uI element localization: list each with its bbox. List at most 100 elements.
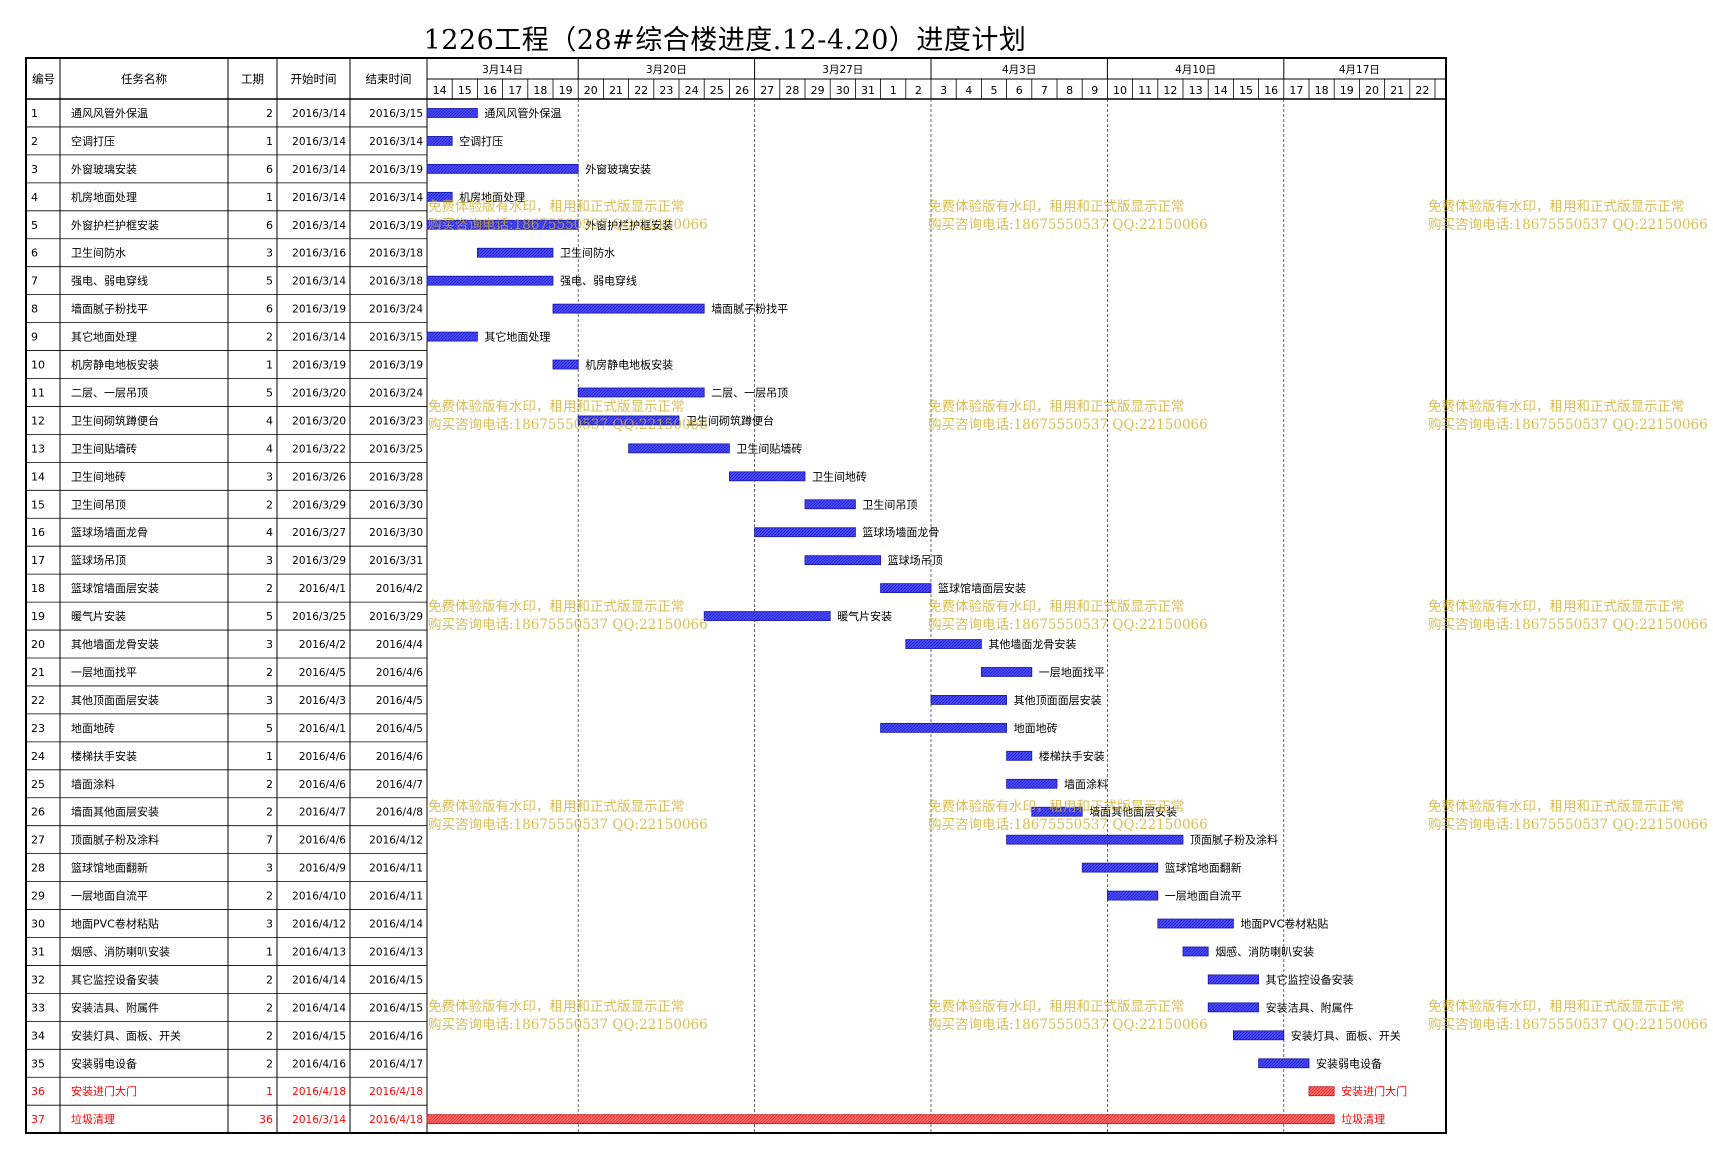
- task-id: 7: [31, 275, 38, 288]
- task-duration: 3: [266, 247, 273, 260]
- task-duration: 6: [266, 303, 273, 316]
- task-name: 墙面其他面层安装: [71, 805, 159, 819]
- day-label: 14: [1214, 84, 1228, 97]
- task-id: 32: [31, 973, 45, 986]
- task-row: 10 机房静电地板安装 1 2016/3/19 2016/3/19: [31, 358, 423, 372]
- day-label: 1: [890, 84, 897, 97]
- task-bar: [476, 247, 554, 258]
- task-id: 36: [31, 1085, 45, 1098]
- day-label: 4: [965, 84, 972, 97]
- watermark: 免费体验版有水印，租用和正式版显示正常 购买咨询电话:18675550537 QQ…: [1428, 398, 1708, 434]
- task-name: 篮球馆地面翻新: [71, 861, 148, 875]
- task-duration: 2: [266, 498, 273, 511]
- task-bar: [905, 639, 982, 649]
- task-row: 5 外窗护栏护框安装 6 2016/3/14 2016/3/19: [31, 218, 423, 232]
- task-name: 卫生间地砖: [71, 469, 126, 483]
- task-name: 外窗玻璃安装: [71, 162, 137, 176]
- task-duration: 5: [266, 275, 273, 288]
- column-header-name: 任务名称: [121, 72, 167, 86]
- task-bar: [1233, 1030, 1285, 1041]
- task-row: 31 烟感、消防喇叭安装 1 2016/4/13 2016/4/13: [31, 944, 423, 958]
- task-bar: [703, 611, 831, 621]
- day-label: 11: [1138, 84, 1152, 97]
- watermark-line1: 免费体验版有水印，租用和正式版显示正常: [1428, 199, 1685, 215]
- task-bar: [1081, 862, 1159, 873]
- day-label: 23: [659, 84, 673, 97]
- task-start: 2016/3/29: [292, 499, 346, 511]
- task-id: 10: [31, 359, 45, 372]
- task-bar-label: 垃圾清理: [1341, 1112, 1385, 1126]
- task-duration: 1: [266, 750, 273, 763]
- task-end: 2016/4/11: [369, 891, 423, 903]
- task-name: 其它监控设备安装: [71, 972, 159, 986]
- task-bar: [1006, 778, 1058, 789]
- task-id: 13: [31, 442, 45, 455]
- task-end: 2016/4/13: [369, 946, 423, 958]
- task-end: 2016/3/24: [369, 387, 423, 399]
- task-row: 3 外窗玻璃安装 6 2016/3/14 2016/3/19: [31, 162, 423, 176]
- task-name: 地面PVC卷材粘贴: [71, 917, 159, 931]
- task-name: 机房地面处理: [71, 190, 137, 204]
- task-name: 安装进门大门: [71, 1084, 137, 1098]
- watermark: 免费体验版有水印，租用和正式版显示正常 购买咨询电话:18675550537 QQ…: [1428, 598, 1708, 634]
- task-start: 2016/3/16: [292, 248, 346, 260]
- task-name: 墙面腻子粉找平: [71, 302, 148, 316]
- task-id: 34: [31, 1029, 45, 1042]
- task-end: 2016/3/31: [369, 555, 423, 567]
- task-start: 2016/4/10: [292, 891, 346, 903]
- watermark-line2: 购买咨询电话:18675550537 QQ:22150066: [1428, 1017, 1708, 1033]
- task-bar: [426, 1114, 1335, 1125]
- task-bar: [880, 722, 1007, 733]
- task-end: 2016/3/30: [369, 527, 423, 539]
- task-name: 楼梯扶手安装: [71, 749, 137, 763]
- task-name: 一层地面自流平: [71, 889, 148, 903]
- task-duration: 5: [266, 386, 273, 399]
- task-end: 2016/4/12: [369, 835, 423, 847]
- task-duration: 2: [266, 778, 273, 791]
- day-label: 21: [609, 84, 623, 97]
- task-end: 2016/3/25: [369, 443, 423, 455]
- task-duration: 4: [266, 414, 273, 427]
- task-bar: [426, 219, 579, 230]
- task-start: 2016/4/14: [292, 974, 346, 986]
- task-duration: 5: [266, 610, 273, 623]
- day-label: 15: [1239, 84, 1253, 97]
- task-bar: [552, 303, 705, 314]
- task-name: 卫生间贴墙砖: [71, 441, 137, 455]
- task-bar: [754, 527, 856, 538]
- watermark-line1: 免费体验版有水印，租用和正式版显示正常: [1428, 999, 1685, 1015]
- task-row: 17 篮球场吊顶 3 2016/3/29 2016/3/31: [31, 553, 423, 567]
- task-bar-label: 楼梯扶手安装: [1039, 749, 1105, 763]
- task-row: 29 一层地面自流平 2 2016/4/10 2016/4/11: [31, 889, 423, 903]
- task-bar-label: 墙面腻子粉找平: [711, 302, 788, 316]
- task-row: 36 安装进门大门 1 2016/4/18 2016/4/18: [31, 1084, 423, 1098]
- task-bar: [1107, 890, 1159, 901]
- task-duration: 5: [266, 722, 273, 735]
- task-end: 2016/3/19: [369, 360, 423, 372]
- task-name: 通风风管外保温: [71, 106, 148, 120]
- task-id: 31: [31, 945, 45, 958]
- day-label: 30: [836, 84, 850, 97]
- task-bar: [880, 583, 932, 594]
- task-duration: 2: [266, 1001, 273, 1014]
- task-end: 2016/3/14: [369, 136, 423, 148]
- task-name: 外窗护栏护框安装: [71, 218, 159, 232]
- day-label: 26: [735, 84, 749, 97]
- day-label: 29: [811, 84, 825, 97]
- task-start: 2016/3/14: [292, 164, 346, 176]
- gantt-grid: 编号 任务名称 工期 开始时间 结束时间 3月14日 3月20日 3月27日 4月3日 4月10日…: [27, 59, 1445, 1132]
- task-id: 20: [31, 638, 45, 651]
- task-start: 2016/3/19: [292, 360, 346, 372]
- task-start: 2016/3/14: [292, 332, 346, 344]
- task-name: 安装洁具、附属件: [71, 1000, 159, 1014]
- task-bar: [1182, 946, 1209, 957]
- task-bar: [577, 415, 680, 426]
- task-start: 2016/4/14: [292, 1002, 346, 1014]
- task-bar-label: 机房地面处理: [459, 190, 525, 204]
- task-duration: 7: [266, 834, 273, 847]
- task-name: 安装灯具、面板、开关: [71, 1028, 181, 1042]
- task-end: 2016/3/29: [369, 611, 423, 623]
- task-end: 2016/3/14: [369, 192, 423, 204]
- task-start: 2016/3/14: [292, 220, 346, 232]
- week-label: 3月14日: [482, 64, 523, 76]
